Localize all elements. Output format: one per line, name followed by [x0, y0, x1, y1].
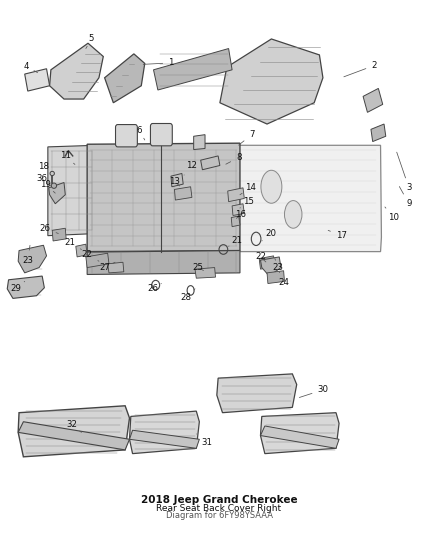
- Text: 5: 5: [86, 35, 94, 49]
- Polygon shape: [153, 49, 232, 90]
- Text: 10: 10: [385, 207, 399, 222]
- Polygon shape: [201, 156, 220, 169]
- Text: 23: 23: [272, 259, 283, 272]
- Text: 14: 14: [240, 183, 256, 195]
- Text: 27: 27: [99, 262, 115, 272]
- Ellipse shape: [285, 200, 302, 228]
- Polygon shape: [231, 216, 240, 227]
- Text: 22: 22: [255, 253, 266, 262]
- Polygon shape: [49, 43, 103, 99]
- Polygon shape: [195, 268, 215, 278]
- Ellipse shape: [51, 183, 57, 188]
- Polygon shape: [194, 135, 205, 150]
- Text: 19: 19: [40, 180, 55, 193]
- Text: 18: 18: [38, 162, 52, 177]
- Polygon shape: [267, 271, 285, 284]
- Text: 22: 22: [81, 251, 99, 261]
- Text: 17: 17: [328, 230, 347, 240]
- Text: 8: 8: [226, 153, 241, 164]
- Polygon shape: [192, 146, 381, 252]
- Text: 7: 7: [239, 130, 254, 145]
- Text: 31: 31: [196, 434, 212, 448]
- Ellipse shape: [261, 170, 282, 203]
- Polygon shape: [49, 182, 65, 204]
- Text: 15: 15: [240, 197, 254, 208]
- Text: Diagram for 6FY98YSAAA: Diagram for 6FY98YSAAA: [166, 511, 272, 520]
- Text: 4: 4: [23, 62, 38, 72]
- Polygon shape: [259, 256, 275, 269]
- Text: 23: 23: [22, 245, 33, 264]
- Polygon shape: [25, 69, 49, 91]
- Polygon shape: [87, 143, 240, 252]
- Polygon shape: [232, 204, 244, 215]
- Text: 25: 25: [193, 263, 204, 272]
- Text: 28: 28: [181, 289, 195, 302]
- Polygon shape: [217, 374, 297, 413]
- Text: 12: 12: [184, 161, 198, 175]
- Polygon shape: [18, 406, 130, 457]
- Polygon shape: [18, 422, 130, 450]
- Polygon shape: [130, 430, 199, 448]
- Text: 20: 20: [262, 229, 276, 241]
- Text: 36: 36: [37, 174, 51, 185]
- Polygon shape: [105, 54, 145, 103]
- Polygon shape: [130, 411, 199, 454]
- Polygon shape: [220, 39, 323, 124]
- Text: 26: 26: [147, 284, 161, 293]
- Polygon shape: [18, 245, 46, 273]
- Polygon shape: [174, 187, 192, 200]
- FancyBboxPatch shape: [116, 125, 138, 147]
- Text: 21: 21: [229, 237, 243, 246]
- Ellipse shape: [50, 171, 54, 175]
- Text: 9: 9: [399, 187, 412, 208]
- Polygon shape: [261, 257, 281, 276]
- Polygon shape: [7, 276, 44, 298]
- Text: 26: 26: [40, 224, 58, 233]
- Text: 2018 Jeep Grand Cherokee: 2018 Jeep Grand Cherokee: [141, 495, 297, 505]
- Text: 21: 21: [64, 238, 81, 249]
- Text: 2: 2: [344, 61, 377, 77]
- FancyBboxPatch shape: [150, 124, 172, 146]
- Polygon shape: [171, 173, 183, 187]
- Polygon shape: [87, 251, 240, 274]
- Text: 24: 24: [278, 272, 289, 287]
- Text: Rear Seat Back Cover Right: Rear Seat Back Cover Right: [156, 504, 282, 513]
- Polygon shape: [228, 188, 244, 201]
- Text: 1: 1: [143, 59, 174, 67]
- Text: 29: 29: [11, 281, 25, 293]
- Text: 32: 32: [66, 421, 81, 432]
- Text: 16: 16: [235, 210, 246, 219]
- Polygon shape: [86, 253, 109, 268]
- Polygon shape: [48, 146, 96, 236]
- Text: 6: 6: [137, 126, 145, 140]
- Polygon shape: [76, 244, 87, 257]
- Polygon shape: [108, 262, 124, 273]
- Text: 30: 30: [299, 385, 328, 398]
- Text: 13: 13: [169, 177, 180, 186]
- Polygon shape: [261, 413, 339, 454]
- Polygon shape: [363, 88, 383, 112]
- Text: 11: 11: [60, 151, 75, 165]
- Polygon shape: [52, 228, 66, 241]
- Polygon shape: [371, 124, 386, 142]
- Text: 3: 3: [397, 152, 412, 192]
- Polygon shape: [261, 426, 339, 448]
